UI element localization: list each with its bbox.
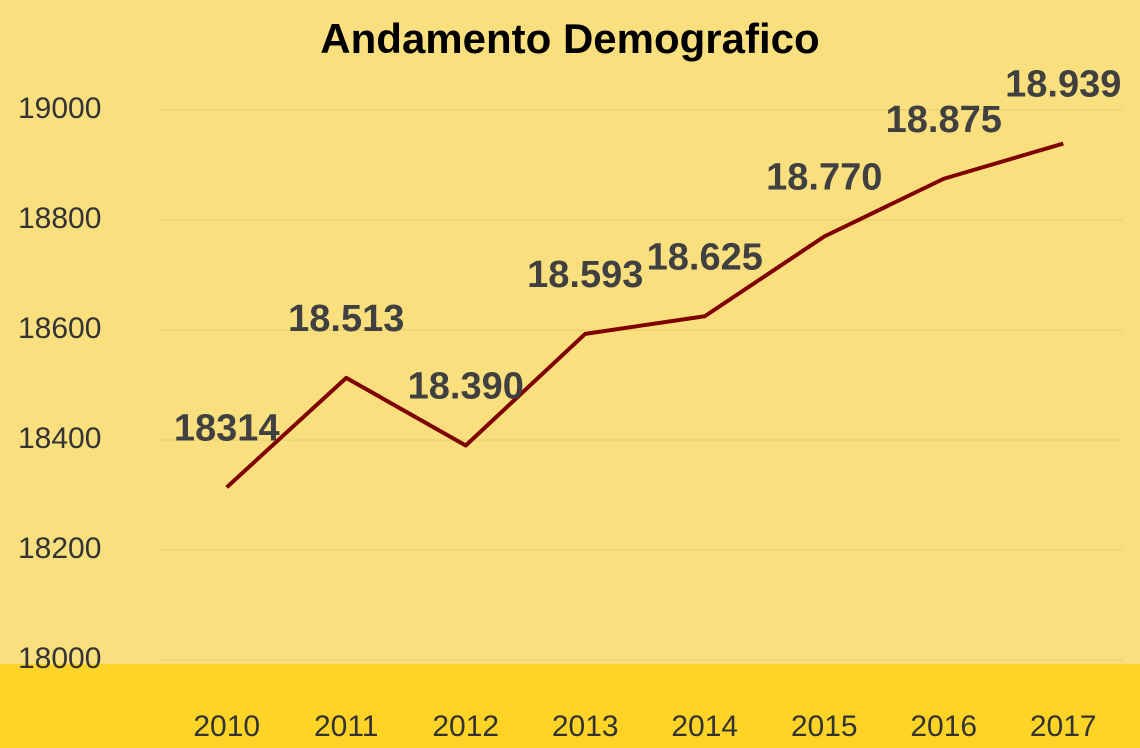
x-tick-label: 2016 (910, 710, 977, 743)
y-tick-label: 18000 (18, 642, 101, 675)
y-tick-label: 18200 (18, 532, 101, 565)
x-tick-label: 2013 (552, 710, 619, 743)
line (225, 141, 1064, 489)
data-label: 18.625 (647, 236, 763, 278)
data-label: 18314 (174, 407, 280, 449)
y-tick-label: 19000 (18, 92, 101, 125)
data-label: 18.770 (766, 157, 882, 199)
data-label: 18.593 (527, 254, 643, 296)
y-tick-label: 18800 (18, 202, 101, 235)
x-tick-label: 2015 (791, 710, 858, 743)
x-tick-label: 2017 (1030, 710, 1097, 743)
data-label: 18.390 (408, 366, 524, 408)
x-tick-label: 2010 (193, 710, 260, 743)
x-tick-label: 2012 (432, 710, 499, 743)
data-label: 18.513 (288, 298, 404, 340)
chart-title: Andamento Demografico (320, 15, 819, 62)
data-label: 18.939 (1005, 64, 1121, 106)
data-label: 18.875 (886, 99, 1002, 141)
y-tick-label: 18600 (18, 312, 101, 345)
x-tick-label: 2011 (314, 710, 379, 743)
y-tick-label: 18400 (18, 422, 101, 455)
bottom-band (0, 664, 1140, 748)
x-tick-label: 2014 (671, 710, 738, 743)
